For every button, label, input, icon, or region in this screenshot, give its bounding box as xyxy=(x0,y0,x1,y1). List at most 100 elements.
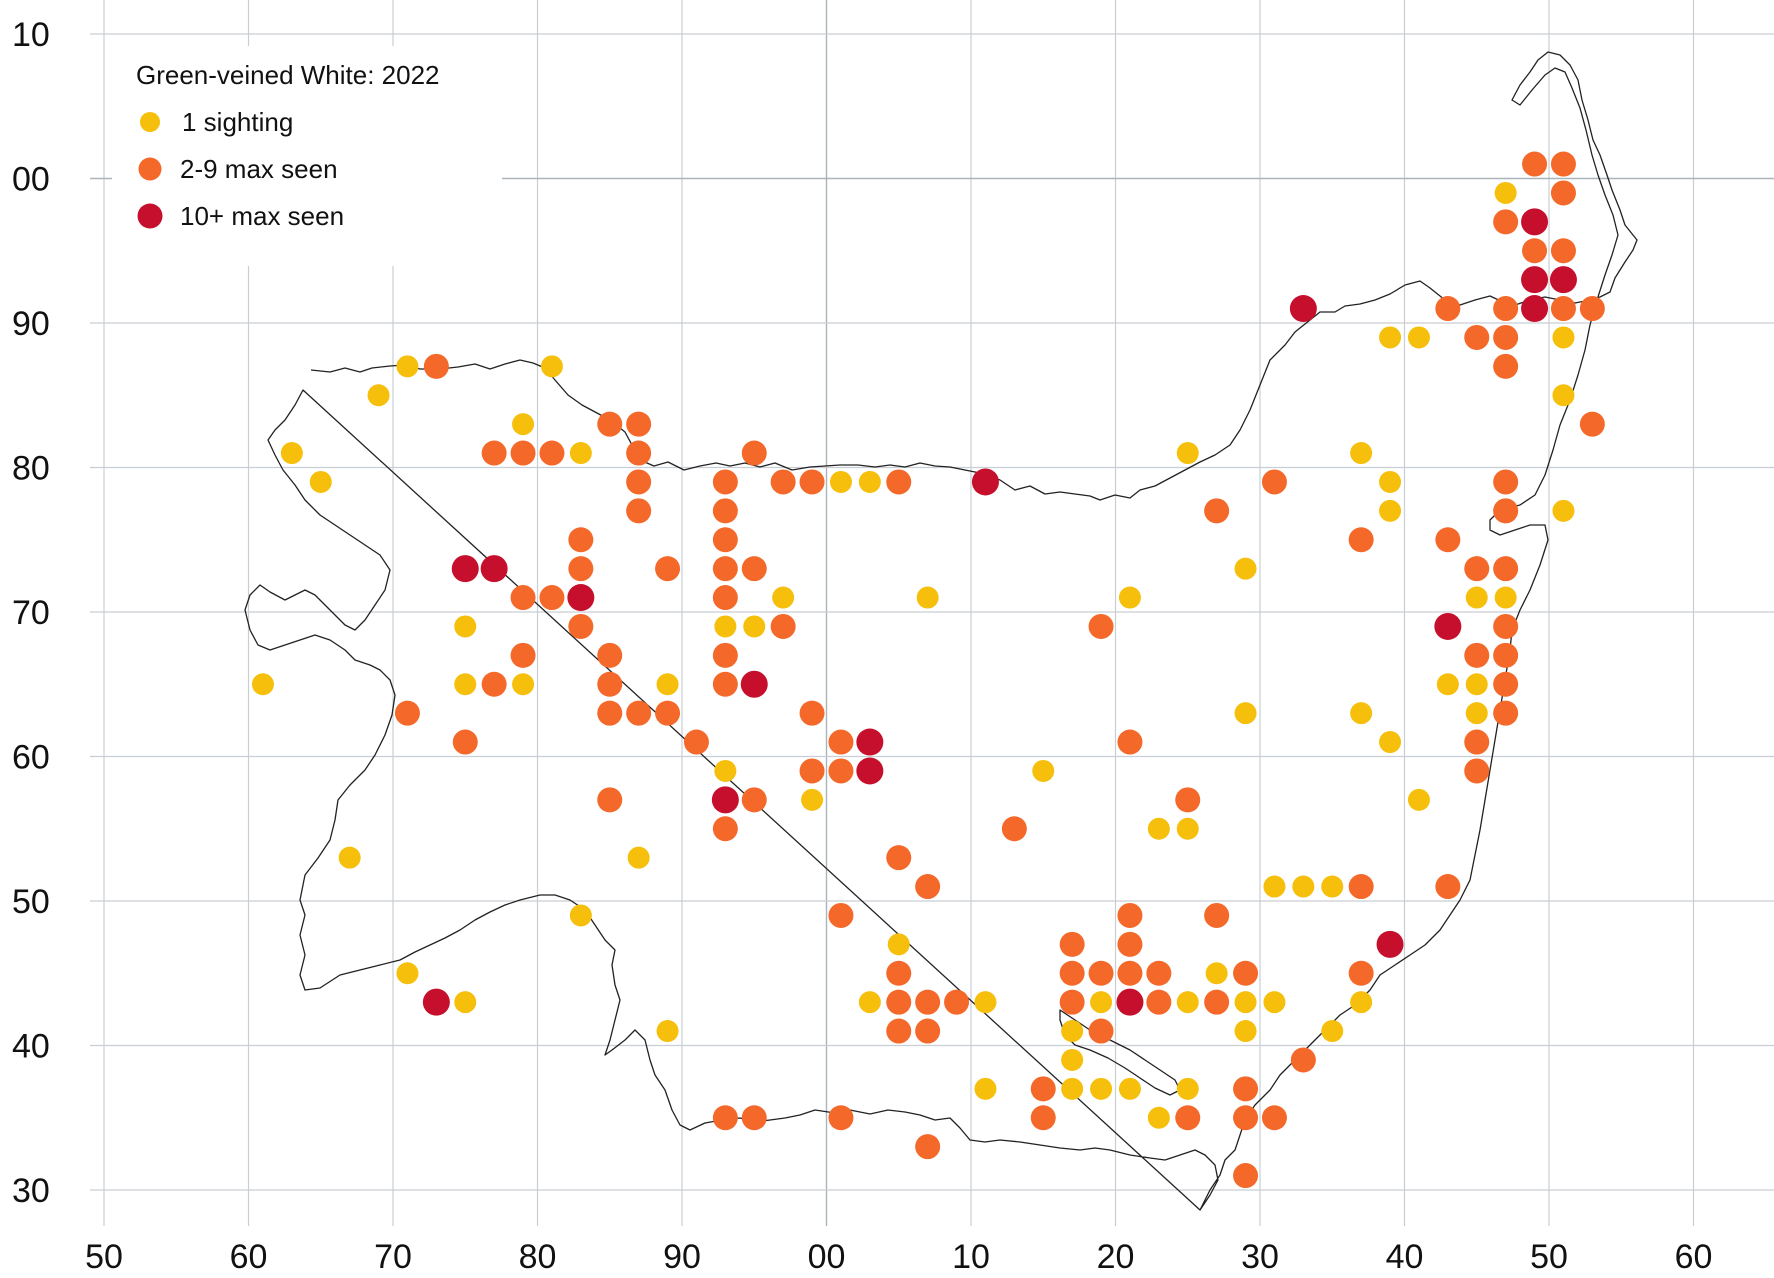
sighting-marker xyxy=(1261,1105,1287,1131)
sighting-marker xyxy=(1321,1020,1344,1043)
sighting-marker xyxy=(886,960,912,986)
legend-items: 1 sighting 2-9 max seen 10+ max seen xyxy=(137,107,344,231)
sighting-marker xyxy=(1030,1105,1056,1131)
sighting-marker xyxy=(711,786,739,814)
sighting-marker xyxy=(280,442,303,465)
sighting-marker xyxy=(656,1020,679,1043)
sighting-marker xyxy=(1175,1105,1201,1131)
sighting-marker xyxy=(1117,960,1143,986)
sighting-marker xyxy=(597,642,623,668)
sighting-marker xyxy=(512,673,535,696)
sighting-marker xyxy=(1175,787,1201,813)
legend-swatch xyxy=(138,157,162,181)
legend-label: 1 sighting xyxy=(182,107,293,137)
sighting-marker xyxy=(743,615,766,638)
sighting-marker xyxy=(801,788,824,811)
sighting-marker xyxy=(1234,1020,1257,1043)
sighting-marker xyxy=(1379,731,1402,754)
estuary-outline xyxy=(1059,1009,1181,1096)
sighting-marker xyxy=(1350,702,1373,725)
sighting-marker xyxy=(451,555,479,583)
sighting-marker xyxy=(712,498,738,524)
sighting-marker xyxy=(1088,613,1114,639)
sighting-marker xyxy=(1493,324,1519,350)
sighting-marker xyxy=(712,1105,738,1131)
sighting-marker xyxy=(1204,989,1230,1015)
sighting-marker xyxy=(1234,702,1257,725)
sighting-marker xyxy=(422,988,450,1016)
sighting-marker xyxy=(1493,498,1519,524)
sighting-marker xyxy=(1493,642,1519,668)
sighting-marker xyxy=(1001,816,1027,842)
sighting-marker xyxy=(567,584,595,612)
sighting-marker xyxy=(1494,586,1517,609)
x-tick-label: 70 xyxy=(374,1238,412,1276)
sighting-marker xyxy=(712,469,738,495)
sighting-marker xyxy=(1176,991,1199,1014)
y-tick-label: 40 xyxy=(12,1028,50,1066)
sighting-marker xyxy=(1176,1077,1199,1100)
x-tick-label: 50 xyxy=(85,1238,123,1276)
sighting-marker xyxy=(480,555,508,583)
legend-swatch xyxy=(140,112,160,132)
sighting-marker xyxy=(712,556,738,582)
sighting-marker xyxy=(1493,613,1519,639)
sighting-marker xyxy=(569,904,592,927)
sighting-marker xyxy=(655,556,681,582)
x-tick-label: 60 xyxy=(230,1238,268,1276)
sighting-marker xyxy=(1234,557,1257,580)
sighting-marker xyxy=(454,991,477,1014)
sighting-marker xyxy=(1552,499,1575,522)
sighting-marker xyxy=(394,700,420,726)
sighting-marker xyxy=(251,673,274,696)
sighting-marker xyxy=(1032,759,1055,782)
sighting-marker xyxy=(915,1134,941,1160)
sighting-marker xyxy=(1088,1018,1114,1044)
sighting-marker xyxy=(1464,324,1490,350)
sighting-marker xyxy=(1147,817,1170,840)
sighting-marker xyxy=(799,700,825,726)
sighting-marker xyxy=(886,469,912,495)
sighting-marker xyxy=(1117,931,1143,957)
sighting-marker xyxy=(309,470,332,493)
sighting-marker xyxy=(1521,266,1549,294)
sighting-marker xyxy=(741,556,767,582)
sighting-marker xyxy=(1350,442,1373,465)
sighting-marker xyxy=(1379,326,1402,349)
sighting-marker xyxy=(512,413,535,436)
sighting-marker xyxy=(712,585,738,611)
sighting-marker xyxy=(1061,1020,1084,1043)
sighting-marker xyxy=(828,902,854,928)
sighting-marker xyxy=(741,787,767,813)
sighting-marker xyxy=(856,728,884,756)
sighting-marker xyxy=(915,1018,941,1044)
sighting-marker xyxy=(1493,700,1519,726)
sighting-marker xyxy=(1059,960,1085,986)
y-tick-label: 60 xyxy=(12,739,50,777)
sighting-marker xyxy=(1579,296,1605,322)
sighting-marker xyxy=(712,642,738,668)
sighting-marker xyxy=(1435,527,1461,553)
sighting-marker xyxy=(1059,989,1085,1015)
sighting-marker xyxy=(626,498,652,524)
sighting-marker xyxy=(1493,469,1519,495)
sighting-marker xyxy=(656,673,679,696)
sighting-marker xyxy=(1233,960,1259,986)
sighting-marker xyxy=(915,874,941,900)
x-tick-label: 00 xyxy=(808,1238,846,1276)
sighting-marker xyxy=(944,989,970,1015)
sighting-marker xyxy=(799,469,825,495)
x-tick-label: 90 xyxy=(663,1238,701,1276)
y-tick-label: 70 xyxy=(12,594,50,632)
sighting-marker xyxy=(1521,295,1549,323)
sighting-marker xyxy=(1550,296,1576,322)
sighting-marker xyxy=(568,613,594,639)
sighting-marker xyxy=(712,671,738,697)
legend: Green-veined White: 2022 1 sighting 2-9 m… xyxy=(112,46,502,266)
sighting-marker xyxy=(1579,411,1605,437)
legend-label: 2-9 max seen xyxy=(180,154,338,184)
sighting-marker xyxy=(539,440,565,466)
sighting-marker xyxy=(655,700,681,726)
sighting-marker xyxy=(1176,442,1199,465)
sighting-marker xyxy=(1464,556,1490,582)
